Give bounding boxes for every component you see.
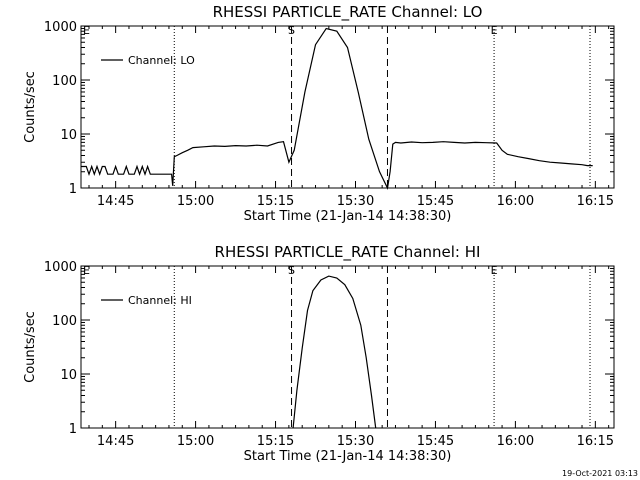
y-axis-label: Counts/sec — [23, 71, 38, 143]
x-tick-label: 15:30 — [337, 194, 374, 209]
corner-marker: E — [83, 264, 90, 277]
marker-e: E — [491, 24, 498, 37]
x-tick-label: 15:00 — [177, 434, 214, 449]
legend-entry: Channel: LO — [128, 54, 195, 67]
x-tick-label: 14:45 — [97, 434, 134, 449]
x-axis-label: Start Time (21-Jan-14 14:38:30) — [244, 209, 452, 224]
marker-s: S — [288, 24, 295, 37]
x-tick-label: 15:45 — [417, 434, 454, 449]
x-tick-label: 15:15 — [257, 194, 294, 209]
x-tick-label: 15:30 — [337, 434, 374, 449]
legend-entry: Channel: HI — [128, 294, 192, 307]
x-tick-label: 16:15 — [577, 194, 614, 209]
plot-frame — [80, 265, 615, 429]
x-tick-label: 15:00 — [177, 194, 214, 209]
y-tick-label: 100 — [52, 74, 77, 89]
corner-marker: E — [83, 24, 90, 37]
y-tick-label: 10 — [60, 128, 77, 143]
plot-frame — [80, 25, 615, 189]
x-tick-label: 14:45 — [97, 194, 134, 209]
y-tick-label: 1 — [69, 422, 77, 437]
y-tick-label: 1000 — [44, 20, 77, 35]
marker-s: S — [288, 264, 295, 277]
x-tick-label: 16:00 — [497, 194, 534, 209]
y-tick-label: 1000 — [44, 260, 77, 275]
x-tick-label: 16:15 — [577, 434, 614, 449]
y-tick-label: 1 — [69, 182, 77, 197]
chart-title: RHESSI PARTICLE_RATE Channel: HI — [215, 243, 481, 262]
y-tick-label: 100 — [52, 314, 77, 329]
x-tick-label: 15:15 — [257, 434, 294, 449]
x-tick-label: 15:45 — [417, 194, 454, 209]
x-axis-label: Start Time (21-Jan-14 14:38:30) — [244, 449, 452, 464]
chart-title: RHESSI PARTICLE_RATE Channel: LO — [213, 3, 483, 22]
x-tick-label: 16:00 — [497, 434, 534, 449]
y-tick-label: 10 — [60, 368, 77, 383]
series-line-1 — [292, 275, 377, 429]
series-line-1 — [81, 27, 593, 190]
chart-panel-2: RHESSI PARTICLE_RATE Channel: HI 14:45 15:… — [23, 243, 615, 464]
generation-timestamp: 19-Oct-2021 03:13 — [562, 469, 638, 478]
y-axis-label: Counts/sec — [23, 311, 38, 383]
chart-panel-1: RHESSI PARTICLE_RATE Channel: LO 14:45 15:… — [23, 3, 615, 224]
marker-e: E — [491, 264, 498, 277]
